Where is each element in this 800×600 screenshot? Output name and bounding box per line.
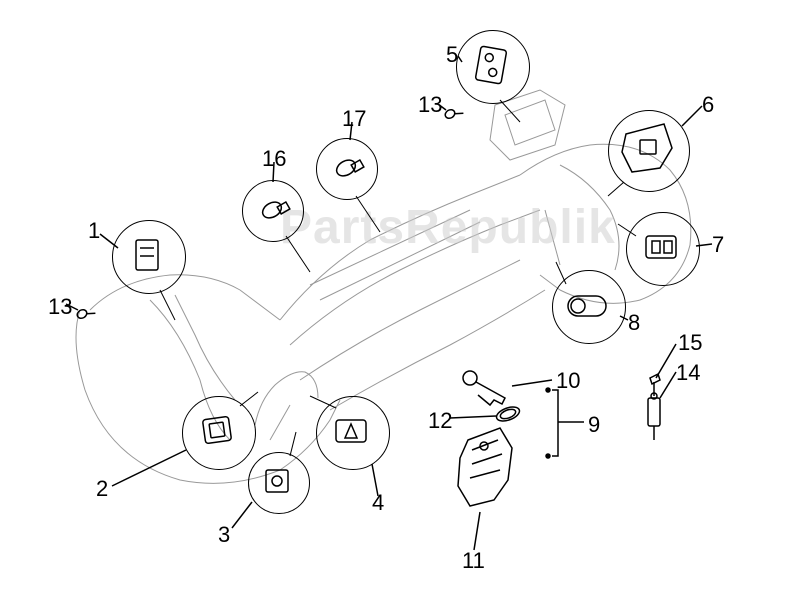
callout-2-label: 2 bbox=[96, 476, 108, 501]
callout-17-label: 17 bbox=[342, 106, 366, 131]
callout-7: 7 bbox=[712, 232, 724, 258]
callout-9: 9 bbox=[588, 412, 600, 438]
callout-12-label: 12 bbox=[428, 408, 452, 433]
callout-13b: 13 bbox=[418, 92, 442, 118]
callout-6: 6 bbox=[702, 92, 714, 118]
callout-16-label: 16 bbox=[262, 146, 286, 171]
callout-13b-label: 13 bbox=[418, 92, 442, 117]
callout-4-label: 4 bbox=[372, 490, 384, 515]
callout-8: 8 bbox=[628, 310, 640, 336]
callout-16: 16 bbox=[262, 146, 286, 172]
callout-17: 17 bbox=[342, 106, 366, 132]
callout-10-label: 10 bbox=[556, 368, 580, 393]
callout-5: 5 bbox=[446, 42, 458, 68]
callout-7-label: 7 bbox=[712, 232, 724, 257]
callout-13a-label: 13 bbox=[48, 294, 72, 319]
callout-3: 3 bbox=[218, 522, 230, 548]
callout-9-label: 9 bbox=[588, 412, 600, 437]
callout-3-label: 3 bbox=[218, 522, 230, 547]
part-icons bbox=[0, 0, 800, 600]
callout-1-label: 1 bbox=[88, 218, 100, 243]
callout-12: 12 bbox=[428, 408, 452, 434]
callout-14: 14 bbox=[676, 360, 700, 386]
callout-14-label: 14 bbox=[676, 360, 700, 385]
callout-10: 10 bbox=[556, 368, 580, 394]
callout-2: 2 bbox=[96, 476, 108, 502]
callout-4: 4 bbox=[372, 490, 384, 516]
callout-11-label: 11 bbox=[462, 548, 485, 573]
parts-diagram: PartsRepublik bbox=[0, 0, 800, 600]
callout-6-label: 6 bbox=[702, 92, 714, 117]
callout-1: 1 bbox=[88, 218, 100, 244]
callout-13a: 13 bbox=[48, 294, 72, 320]
callout-15: 15 bbox=[678, 330, 702, 356]
callout-5-label: 5 bbox=[446, 42, 458, 67]
callout-8-label: 8 bbox=[628, 310, 640, 335]
callout-15-label: 15 bbox=[678, 330, 702, 355]
callout-11: 11 bbox=[462, 548, 485, 574]
